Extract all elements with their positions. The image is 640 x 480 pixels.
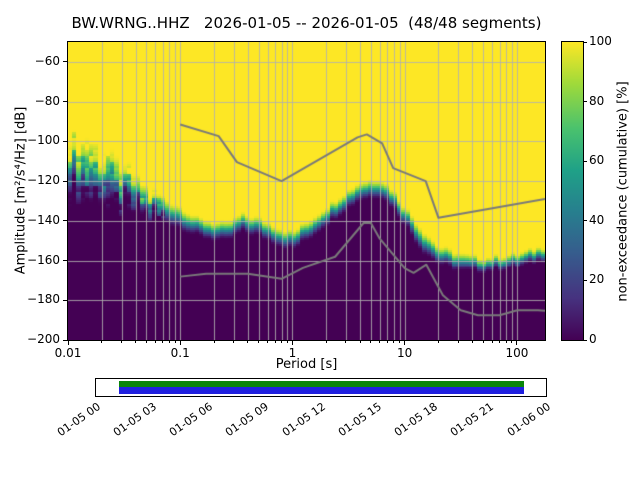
x-minor-tick-mark [379,341,381,343]
timeline-coverage-top-stripe [118,381,524,387]
x-minor-tick-mark [437,341,439,343]
colorbar-tick-label: 100 [589,34,612,48]
x-minor-tick-mark [359,341,361,343]
y-tick-label: −60 [34,53,60,68]
x-minor-tick-mark [286,341,288,343]
y-tick-label: −120 [27,173,60,188]
y-tick-label: −180 [27,292,60,307]
colorbar-tick-mark [584,220,587,222]
x-minor-tick-mark [258,341,260,343]
x-tick-label: 0.1 [170,346,190,360]
colorbar-label: non-exceedance (cumulative) [%] [615,81,631,302]
y-tick-label: −200 [27,332,60,346]
x-minor-tick-mark [135,341,137,343]
x-minor-tick-mark [154,341,156,343]
x-minor-tick-mark [121,341,123,343]
x-minor-tick-mark [471,341,473,343]
y-tick-mark [63,299,67,301]
x-minor-tick-mark [399,341,401,343]
y-tick-label: −160 [27,252,60,267]
timeline-tick-label-text: 01-05 21 [448,400,497,440]
x-minor-tick-mark [247,341,249,343]
timeline-tick-label-text: 01-05 03 [110,400,159,440]
x-axis-label: Period [s] [275,357,338,372]
colorbar-tick-label: 20 [589,272,605,287]
x-minor-tick-mark [267,341,269,343]
timeline-tick-label-text: 01-06 00 [504,400,553,440]
timeline-tick-label-text: 01-05 09 [223,400,272,440]
x-minor-tick-mark [511,341,513,343]
x-minor-tick-mark [145,341,147,343]
y-tick-mark [63,61,67,63]
x-tick-mark [291,341,293,345]
timeline-tick-label-text: 01-05 00 [54,400,103,440]
colorbar-tick-mark [584,160,587,162]
x-minor-tick-mark [386,341,388,343]
x-minor-tick-mark [274,341,276,343]
x-tick-mark [67,341,69,345]
x-minor-tick-mark [345,341,347,343]
x-minor-tick-mark [233,341,235,343]
timeline-coverage-box [95,378,547,397]
timeline-tick-label-text: 01-05 18 [391,400,440,440]
colorbar-tick-mark [584,101,587,103]
x-minor-tick-mark [491,341,493,343]
y-tick-mark [63,339,67,341]
colorbar-tick-label: 80 [589,93,605,108]
x-minor-tick-mark [370,341,372,343]
x-minor-tick-mark [174,341,176,343]
timeline-tick-label-text: 01-05 15 [335,400,384,440]
timeline-coverage-bottom-stripe [118,387,524,394]
x-minor-tick-mark [457,341,459,343]
colorbar-tick-label: 60 [589,153,605,168]
x-tick-label: 100 [505,346,529,360]
colorbar-tick-mark [584,41,587,43]
x-tick-mark [516,341,518,345]
y-tick-label: −100 [27,133,60,148]
plot-area [67,41,546,341]
timeline-tick-label-text: 01-05 12 [279,400,328,440]
x-tick-label: 1 [288,346,297,360]
x-minor-tick-mark [281,341,283,343]
colorbar-tick-mark [584,279,587,281]
x-minor-tick-mark [325,341,327,343]
x-minor-tick-mark [162,341,164,343]
x-tick-label: 10 [397,346,413,360]
y-tick-mark [63,220,67,222]
x-minor-tick-mark [213,341,215,343]
colorbar-tick-mark [584,339,587,341]
y-tick-mark [63,180,67,182]
x-minor-tick-mark [393,341,395,343]
x-tick-mark [404,341,406,345]
y-tick-label: −80 [34,93,60,108]
timeline-tick-label-text: 01-05 06 [166,400,215,440]
x-minor-tick-mark [482,341,484,343]
x-tick-mark [179,341,181,345]
ppsd-heatmap-canvas [68,42,545,340]
x-minor-tick-mark [505,341,507,343]
x-minor-tick-mark [101,341,103,343]
colorbar-tick-label: 0 [589,332,597,346]
y-tick-mark [63,101,67,103]
x-tick-label: 0.01 [54,346,82,360]
y-tick-mark [63,140,67,142]
y-tick-label: −140 [27,212,60,227]
colorbar-tick-label: 40 [589,212,605,227]
colorbar [561,41,584,341]
y-tick-mark [63,260,67,262]
plot-title: BW.WRNG..HHZ 2026-01-05 -- 2026-01-05 (4… [71,14,542,32]
x-minor-tick-mark [499,341,500,343]
x-minor-tick-mark [168,341,170,343]
